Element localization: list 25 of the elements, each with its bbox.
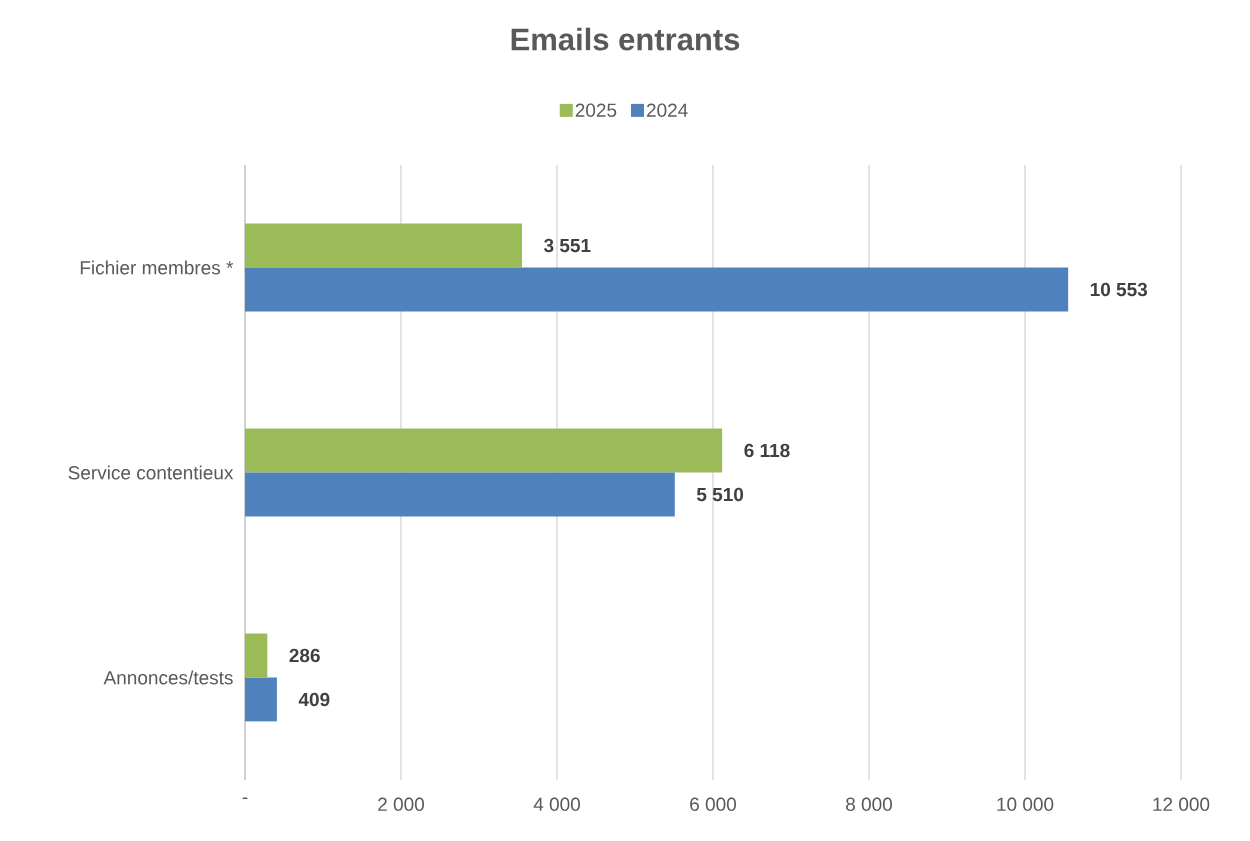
bar (245, 428, 723, 473)
data-label: 409 (298, 692, 330, 707)
x-tick-label: 4 000 (533, 797, 580, 811)
bar (245, 472, 675, 517)
bar (245, 677, 277, 722)
x-tick-label: 8 000 (846, 797, 893, 811)
x-tick-label: 10 000 (997, 797, 1054, 811)
legend-label: 2024 (646, 103, 688, 117)
y-tick-label: Fichier membres * (80, 260, 234, 275)
x-tick-label: 6 000 (690, 797, 737, 811)
data-label: 286 (289, 648, 320, 663)
legend-label: 2025 (575, 103, 617, 117)
y-tick-label: Annonces/tests (103, 670, 233, 685)
data-label: 3 551 (543, 238, 591, 253)
chart-title: Emails entrants (511, 27, 740, 51)
data-label: 5 510 (696, 487, 744, 502)
data-label: 6 118 (744, 443, 790, 458)
y-tick-label: Service contentieux (68, 465, 234, 480)
bar (245, 633, 268, 678)
x-tick-label: - (242, 797, 248, 800)
data-label: 10 553 (1090, 282, 1148, 297)
bar (245, 223, 522, 268)
bar (245, 267, 1069, 312)
x-tick-label: 2 000 (378, 797, 424, 811)
x-tick-label: 12 000 (1153, 797, 1210, 811)
